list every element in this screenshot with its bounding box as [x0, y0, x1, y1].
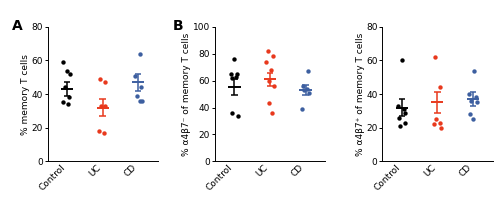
- Point: [59, 60, 67, 64]
- Y-axis label: % α4β7⁺ of memory T cells: % α4β7⁺ of memory T cells: [356, 32, 364, 156]
- Text: B: B: [173, 19, 184, 33]
- Point: [469, 117, 477, 121]
- Point: [472, 101, 480, 104]
- Point: [266, 102, 274, 105]
- Point: [136, 99, 143, 103]
- Point: [230, 57, 238, 61]
- Point: [303, 87, 311, 90]
- Point: [269, 55, 277, 58]
- Point: [97, 104, 105, 108]
- Point: [136, 52, 144, 56]
- Point: [394, 104, 402, 108]
- Point: [437, 126, 445, 129]
- Point: [60, 101, 68, 104]
- Point: [398, 59, 406, 62]
- Point: [64, 102, 72, 106]
- Point: [100, 131, 108, 134]
- Point: [402, 121, 409, 124]
- Point: [270, 84, 278, 88]
- Point: [436, 121, 444, 124]
- Point: [227, 72, 235, 76]
- Point: [65, 96, 73, 99]
- Point: [234, 114, 242, 117]
- Point: [300, 88, 308, 92]
- Point: [96, 77, 104, 81]
- Point: [304, 69, 312, 73]
- Point: [132, 94, 140, 97]
- Point: [228, 111, 235, 115]
- Point: [137, 86, 145, 89]
- Point: [466, 112, 474, 116]
- Point: [66, 72, 74, 76]
- Point: [298, 84, 306, 88]
- Point: [400, 107, 408, 111]
- Point: [61, 86, 69, 89]
- Point: [430, 55, 438, 59]
- Point: [305, 91, 313, 95]
- Point: [63, 69, 71, 72]
- Point: [264, 79, 272, 82]
- Point: [268, 68, 276, 72]
- Point: [395, 116, 403, 119]
- Point: [400, 111, 408, 114]
- Point: [100, 104, 108, 108]
- Point: [298, 107, 306, 111]
- Point: [234, 72, 241, 76]
- Y-axis label: % α4β7⁻ of memory T cells: % α4β7⁻ of memory T cells: [182, 32, 192, 156]
- Point: [467, 99, 475, 103]
- Point: [264, 49, 272, 53]
- Point: [228, 76, 236, 80]
- Point: [430, 123, 438, 126]
- Point: [130, 74, 138, 77]
- Point: [396, 124, 404, 128]
- Point: [232, 75, 240, 78]
- Y-axis label: % memory T cells: % memory T cells: [20, 54, 30, 135]
- Point: [466, 92, 473, 96]
- Point: [470, 69, 478, 72]
- Text: A: A: [12, 19, 23, 33]
- Point: [102, 80, 110, 84]
- Point: [472, 96, 480, 99]
- Point: [436, 86, 444, 89]
- Point: [268, 111, 276, 115]
- Point: [432, 117, 440, 121]
- Point: [262, 60, 270, 64]
- Point: [95, 129, 103, 133]
- Point: [138, 99, 145, 103]
